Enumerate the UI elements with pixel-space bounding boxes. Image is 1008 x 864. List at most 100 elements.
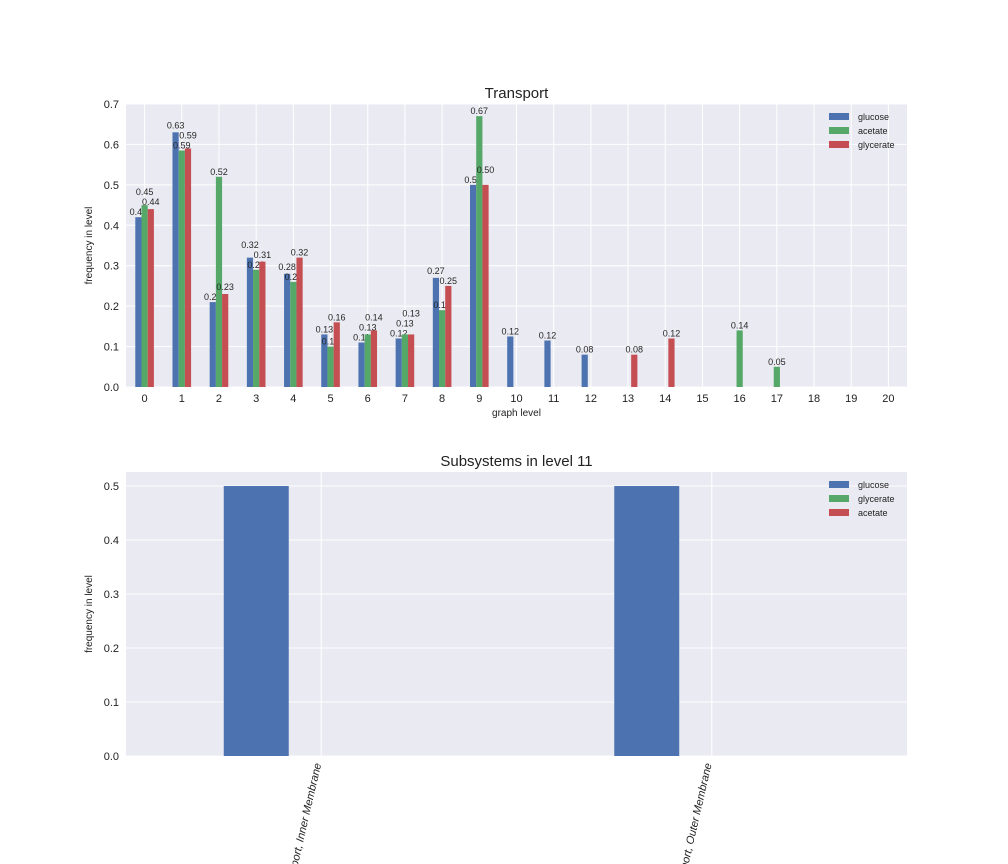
bar-glucose: [358, 342, 365, 387]
x-tick-label: 11: [548, 393, 559, 405]
y-tick-label: 0.5: [104, 481, 119, 493]
data-label: 0.13: [316, 324, 334, 334]
legend-swatch: [829, 113, 849, 120]
data-label: 0.42: [130, 207, 148, 217]
data-label: 0.16: [328, 312, 346, 322]
data-label: 0.50: [464, 175, 482, 185]
x-tick-label: 2: [216, 393, 222, 405]
bar-glycerate: [147, 209, 154, 387]
bar-glucose: [321, 334, 328, 387]
chart-title: Subsystems in level 11: [440, 453, 592, 470]
bar-glycerate: [482, 184, 489, 387]
chart-0: 0.00.10.20.30.40.50.60.70 1 2 3 4 5 6 7 8 9 10 11 12…: [84, 85, 907, 419]
bar-glucose: [614, 486, 680, 756]
x-tick-label: 4: [290, 393, 296, 405]
bar-acetate: [476, 116, 483, 387]
x-tick-label: 13: [622, 393, 634, 405]
bar-glucose: [432, 277, 440, 387]
x-tick-label: 7: [402, 393, 408, 405]
bar-acetate: [364, 334, 371, 387]
bar-glucose: [223, 486, 289, 756]
x-axis-label: graph level: [492, 408, 541, 419]
x-tick-label: 0: [142, 393, 148, 405]
bar-acetate: [773, 366, 780, 387]
bar-acetate: [439, 310, 446, 387]
bar-glycerate: [296, 257, 303, 387]
x-tick-label: 14: [659, 393, 671, 405]
x-tick-label: 5: [327, 393, 333, 405]
bar-glycerate: [222, 294, 229, 387]
bar-glucose: [507, 336, 514, 387]
legend-swatch: [829, 481, 849, 488]
x-tick-label: 17: [771, 393, 783, 405]
data-label: 0.59: [173, 140, 191, 150]
bar-acetate: [401, 334, 409, 387]
data-label: 0.50: [477, 165, 495, 175]
data-label: 0.14: [731, 320, 749, 330]
legend-swatch: [829, 127, 849, 134]
bar-glucose: [284, 273, 291, 387]
data-label: 0.45: [136, 187, 154, 197]
chart-1: 0.0 0.1 0.2 0.3 0.4 0.5 Transport, Inner Membr…: [84, 453, 907, 864]
legend-label: glycerate: [858, 494, 895, 504]
legend-label: glucose: [858, 112, 889, 122]
data-label: 0.28: [278, 262, 296, 272]
data-label: 0.13: [396, 318, 414, 328]
chart-title: Transport: [485, 85, 549, 102]
y-tick-label: 0.4: [104, 535, 119, 547]
bar-glycerate: [259, 261, 266, 387]
x-tick-label: 20: [882, 393, 894, 405]
x-tick-label: Transport, Outer Membrane: [672, 762, 714, 864]
y-tick-label: 0.7: [104, 99, 119, 111]
data-label: 0.52: [210, 167, 228, 177]
data-label: 0.13: [402, 308, 420, 318]
data-label: 0.67: [471, 106, 489, 116]
bar-acetate: [178, 150, 185, 387]
legend-label: acetate: [858, 126, 888, 136]
y-tick-label: 0.2: [104, 301, 119, 313]
y-tick-label: 0.0: [104, 751, 119, 763]
data-label: 0.13: [359, 323, 377, 333]
bar-glucose: [581, 354, 588, 387]
x-tick-label: 16: [734, 393, 746, 405]
legend-label: acetate: [858, 508, 888, 518]
y-tick-label: 0.5: [104, 180, 119, 192]
data-label: 0.29: [247, 260, 265, 270]
y-tick-label: 0.1: [104, 342, 119, 354]
bar-acetate: [215, 176, 223, 387]
y-axis-label: frequency in level: [84, 575, 95, 653]
bar-glucose: [135, 217, 142, 387]
bar-glucose: [209, 302, 216, 387]
data-label: 0.08: [576, 345, 594, 355]
x-tick-label: 12: [585, 393, 597, 405]
data-label: 0.08: [626, 345, 644, 355]
data-label: 0.12: [663, 328, 681, 338]
data-label: 0.19: [433, 300, 451, 310]
y-axis-label: frequency in level: [84, 207, 95, 285]
bar-acetate: [253, 269, 260, 387]
data-label: 0.21: [204, 292, 222, 302]
data-label: 0.26: [285, 272, 303, 282]
data-label: 0.05: [768, 357, 786, 367]
y-tick-label: 0.4: [104, 220, 119, 232]
data-label: 0.59: [179, 130, 197, 140]
data-label: 0.32: [291, 248, 309, 258]
bar-glycerate: [668, 338, 675, 387]
bar-glycerate: [333, 322, 340, 387]
bar-glycerate: [631, 354, 638, 387]
bar-glycerate: [408, 334, 415, 387]
bar-glucose: [246, 257, 254, 387]
y-tick-label: 0.0: [104, 382, 119, 394]
bar-acetate: [141, 205, 148, 387]
bar-glucose: [395, 338, 402, 387]
bar-glycerate: [445, 285, 452, 387]
bar-acetate: [736, 330, 743, 387]
data-label: 0.11: [353, 333, 370, 343]
bar-acetate: [327, 346, 334, 387]
legend-swatch: [829, 141, 849, 148]
x-tick-label: 8: [439, 393, 445, 405]
y-tick-label: 0.2: [104, 643, 119, 655]
data-label: 0.31: [254, 250, 272, 260]
x-tick-label: 6: [365, 393, 371, 405]
